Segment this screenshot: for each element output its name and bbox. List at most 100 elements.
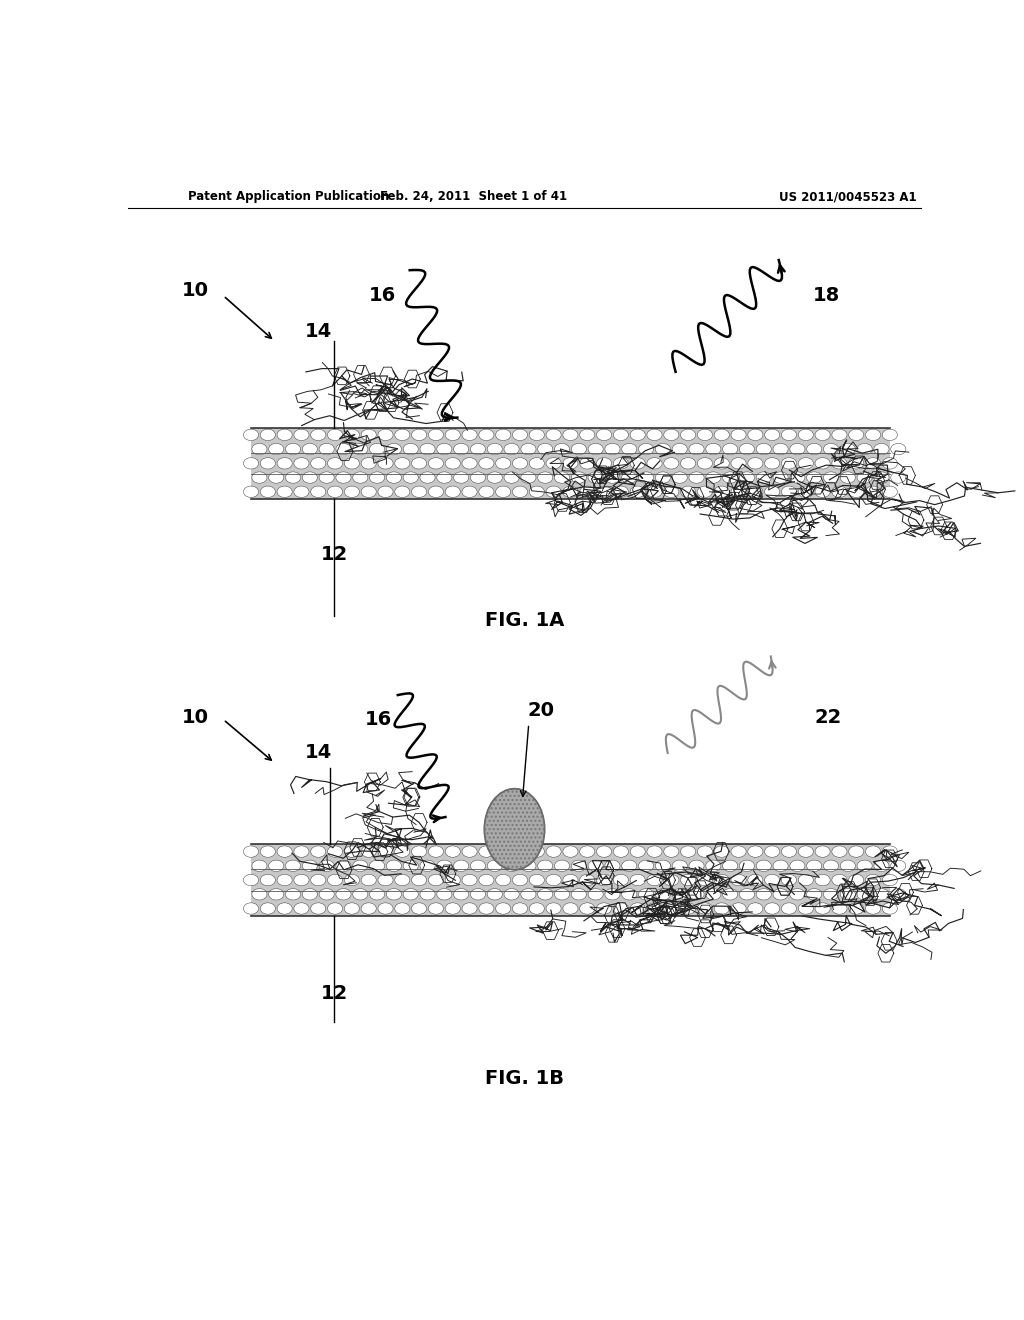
Ellipse shape bbox=[588, 888, 603, 900]
Ellipse shape bbox=[655, 888, 671, 900]
Ellipse shape bbox=[394, 486, 410, 498]
Ellipse shape bbox=[352, 861, 368, 871]
Ellipse shape bbox=[807, 888, 822, 900]
Ellipse shape bbox=[344, 846, 359, 857]
Ellipse shape bbox=[756, 861, 771, 871]
Ellipse shape bbox=[580, 903, 595, 915]
Ellipse shape bbox=[462, 874, 477, 886]
Ellipse shape bbox=[487, 444, 503, 455]
Ellipse shape bbox=[781, 429, 797, 441]
Ellipse shape bbox=[512, 903, 527, 915]
Ellipse shape bbox=[445, 903, 461, 915]
Ellipse shape bbox=[865, 458, 881, 469]
Ellipse shape bbox=[554, 444, 569, 455]
Ellipse shape bbox=[571, 444, 587, 455]
Ellipse shape bbox=[655, 471, 671, 483]
Ellipse shape bbox=[731, 486, 746, 498]
Ellipse shape bbox=[244, 903, 259, 915]
Ellipse shape bbox=[807, 444, 822, 455]
Ellipse shape bbox=[278, 486, 292, 498]
Ellipse shape bbox=[790, 861, 805, 871]
Ellipse shape bbox=[706, 444, 721, 455]
Ellipse shape bbox=[815, 874, 830, 886]
Ellipse shape bbox=[554, 888, 569, 900]
Ellipse shape bbox=[563, 486, 578, 498]
Ellipse shape bbox=[462, 458, 477, 469]
Ellipse shape bbox=[361, 874, 376, 886]
Ellipse shape bbox=[454, 888, 469, 900]
Ellipse shape bbox=[781, 903, 797, 915]
Ellipse shape bbox=[630, 874, 645, 886]
Ellipse shape bbox=[529, 429, 545, 441]
Ellipse shape bbox=[294, 429, 309, 441]
Ellipse shape bbox=[260, 903, 275, 915]
Ellipse shape bbox=[512, 874, 527, 886]
Ellipse shape bbox=[521, 471, 536, 483]
Ellipse shape bbox=[361, 486, 376, 498]
Ellipse shape bbox=[664, 486, 679, 498]
Ellipse shape bbox=[823, 888, 839, 900]
Ellipse shape bbox=[891, 861, 906, 871]
Ellipse shape bbox=[664, 429, 679, 441]
Ellipse shape bbox=[748, 874, 763, 886]
Ellipse shape bbox=[765, 429, 779, 441]
Ellipse shape bbox=[655, 861, 671, 871]
Ellipse shape bbox=[470, 444, 485, 455]
Ellipse shape bbox=[378, 846, 393, 857]
Ellipse shape bbox=[865, 429, 881, 441]
Ellipse shape bbox=[781, 874, 797, 886]
Ellipse shape bbox=[815, 486, 830, 498]
Ellipse shape bbox=[496, 903, 511, 915]
Ellipse shape bbox=[445, 874, 461, 886]
Ellipse shape bbox=[613, 458, 629, 469]
Ellipse shape bbox=[714, 846, 729, 857]
Ellipse shape bbox=[428, 874, 443, 886]
Ellipse shape bbox=[403, 861, 418, 871]
Ellipse shape bbox=[672, 471, 687, 483]
Ellipse shape bbox=[799, 486, 813, 498]
Ellipse shape bbox=[479, 874, 494, 886]
Ellipse shape bbox=[412, 903, 427, 915]
Ellipse shape bbox=[268, 444, 284, 455]
Ellipse shape bbox=[781, 486, 797, 498]
Ellipse shape bbox=[580, 486, 595, 498]
Ellipse shape bbox=[428, 486, 443, 498]
Ellipse shape bbox=[891, 444, 906, 455]
Ellipse shape bbox=[412, 874, 427, 886]
Ellipse shape bbox=[883, 846, 897, 857]
Ellipse shape bbox=[504, 471, 519, 483]
Ellipse shape bbox=[799, 903, 813, 915]
Ellipse shape bbox=[571, 471, 587, 483]
Ellipse shape bbox=[428, 458, 443, 469]
Ellipse shape bbox=[328, 429, 343, 441]
Ellipse shape bbox=[831, 458, 847, 469]
Ellipse shape bbox=[823, 471, 839, 483]
Ellipse shape bbox=[484, 788, 545, 870]
Ellipse shape bbox=[310, 458, 326, 469]
Ellipse shape bbox=[268, 888, 284, 900]
Ellipse shape bbox=[630, 458, 645, 469]
Ellipse shape bbox=[529, 846, 545, 857]
Ellipse shape bbox=[512, 846, 527, 857]
Ellipse shape bbox=[294, 458, 309, 469]
Ellipse shape bbox=[799, 429, 813, 441]
Ellipse shape bbox=[470, 861, 485, 871]
Ellipse shape bbox=[286, 471, 301, 483]
Ellipse shape bbox=[765, 846, 779, 857]
Ellipse shape bbox=[361, 903, 376, 915]
Bar bbox=[251, 428, 890, 499]
Ellipse shape bbox=[697, 458, 713, 469]
Ellipse shape bbox=[352, 471, 368, 483]
Ellipse shape bbox=[781, 458, 797, 469]
Ellipse shape bbox=[394, 903, 410, 915]
Ellipse shape bbox=[647, 429, 663, 441]
Ellipse shape bbox=[496, 874, 511, 886]
Ellipse shape bbox=[504, 861, 519, 871]
Ellipse shape bbox=[613, 846, 629, 857]
Ellipse shape bbox=[706, 471, 721, 483]
Ellipse shape bbox=[302, 888, 317, 900]
Ellipse shape bbox=[714, 874, 729, 886]
Ellipse shape bbox=[428, 429, 443, 441]
Ellipse shape bbox=[605, 444, 620, 455]
Ellipse shape bbox=[831, 846, 847, 857]
